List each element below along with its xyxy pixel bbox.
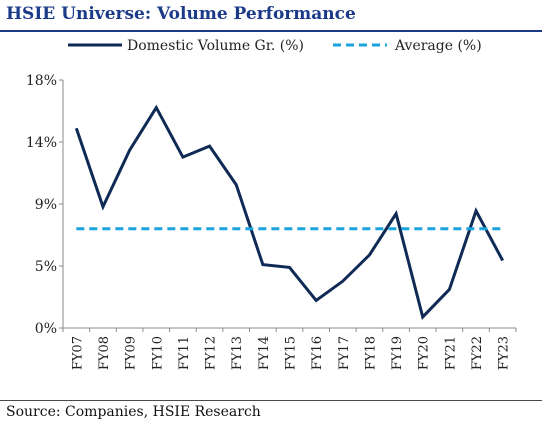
x-tick-label: FY18 [363, 336, 378, 370]
series-layer [74, 104, 504, 320]
x-tick-label: FY07 [70, 336, 85, 370]
x-tick-label: FY15 [284, 336, 299, 370]
legend: Domestic Volume Gr. (%) Average (%) [68, 38, 482, 54]
x-tick-label: FY20 [417, 336, 432, 370]
x-tick-label: FY12 [204, 336, 219, 370]
y-tick-label: 9% [35, 197, 57, 213]
source-divider [0, 400, 542, 401]
x-tick-label: FY21 [443, 336, 458, 370]
x-tick-label: FY14 [257, 336, 272, 370]
title-divider [0, 30, 542, 32]
y-tick-label: 0% [35, 321, 57, 337]
legend-label-1: Domestic Volume Gr. (%) [127, 38, 304, 54]
x-tick-label: FY23 [497, 336, 512, 370]
x-tick-label: FY19 [390, 336, 405, 370]
source-note: Source: Companies, HSIE Research [6, 404, 261, 420]
y-tick-label: 18% [26, 73, 57, 89]
x-tick-label: FY13 [230, 336, 245, 370]
x-tick-label: FY17 [337, 336, 352, 370]
y-tick-label: 14% [26, 135, 57, 151]
x-tick-label: FY22 [470, 336, 485, 370]
x-tick-label: FY11 [177, 336, 192, 370]
volume-growth-series-line [74, 104, 504, 320]
legend-label-2: Average (%) [394, 38, 482, 54]
x-tick-label: FY16 [310, 336, 325, 370]
y-tick-label: 5% [35, 259, 57, 275]
x-tick-label: FY08 [97, 336, 112, 370]
x-tick-label: FY10 [150, 336, 165, 370]
chart-title: HSIE Universe: Volume Performance [6, 4, 356, 24]
x-tick-label: FY09 [124, 336, 139, 370]
axes: 0% 5% 9% 14% 18% FY07 FY08 FY09 FY10 FY11 FY12 FY13… [26, 73, 517, 370]
